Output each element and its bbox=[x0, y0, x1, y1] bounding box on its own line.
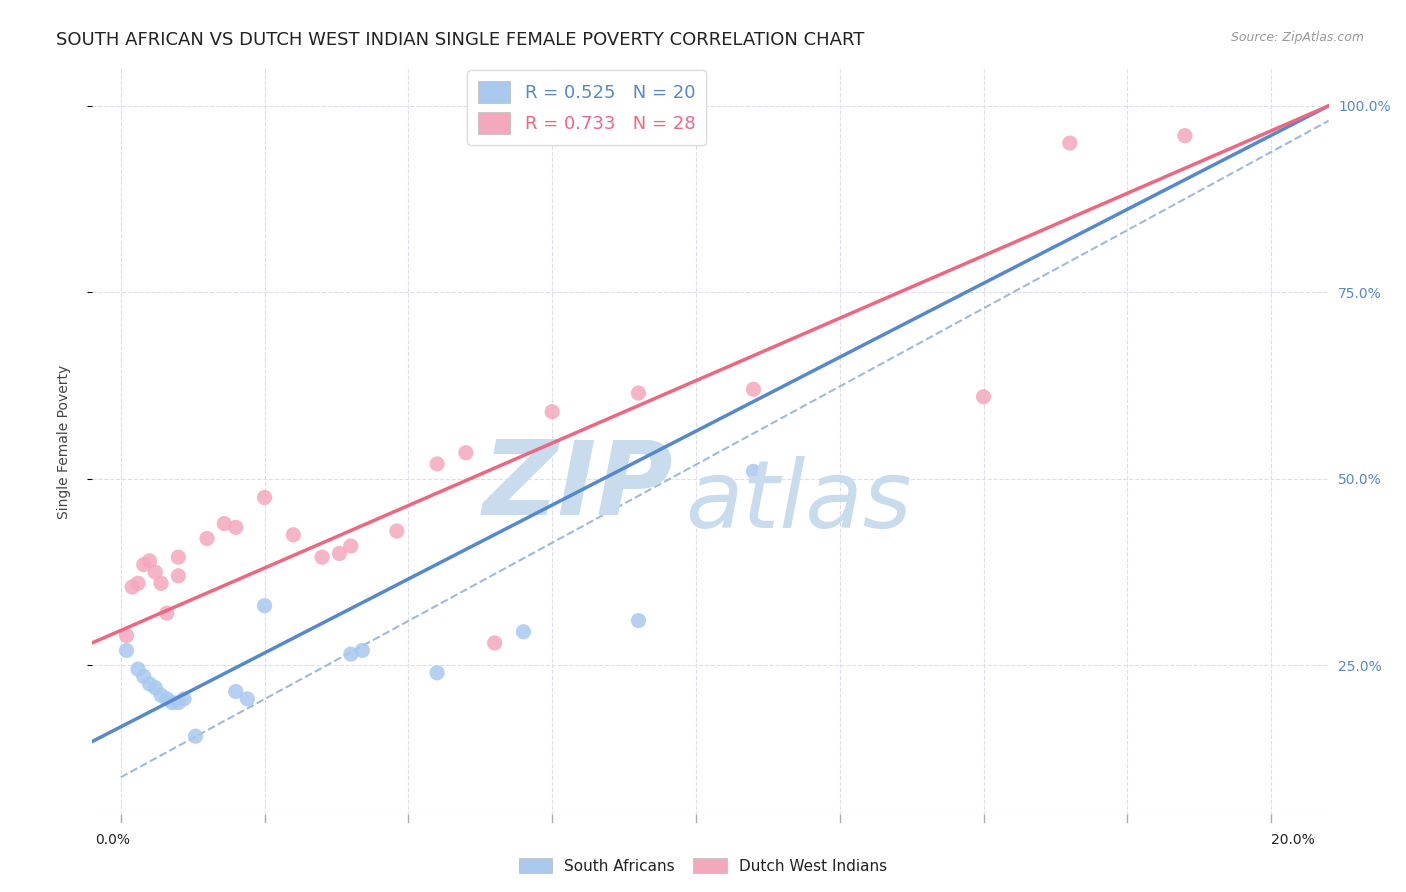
Point bbox=[328, 546, 350, 560]
Point bbox=[115, 628, 138, 642]
Point bbox=[454, 446, 477, 460]
Point bbox=[143, 681, 166, 695]
Point bbox=[132, 669, 155, 683]
Point bbox=[138, 677, 160, 691]
Point bbox=[385, 524, 408, 538]
Point bbox=[143, 565, 166, 579]
Point bbox=[742, 464, 765, 478]
Point bbox=[150, 688, 173, 702]
Point bbox=[167, 696, 190, 710]
Point bbox=[162, 696, 184, 710]
Legend: South Africans, Dutch West Indians: South Africans, Dutch West Indians bbox=[513, 852, 893, 880]
Point bbox=[225, 684, 247, 698]
Point bbox=[156, 606, 179, 620]
Point bbox=[283, 528, 305, 542]
Point bbox=[426, 665, 449, 680]
Text: Source: ZipAtlas.com: Source: ZipAtlas.com bbox=[1230, 31, 1364, 45]
Point bbox=[352, 643, 374, 657]
Point bbox=[236, 692, 259, 706]
Point bbox=[225, 520, 247, 534]
Point bbox=[512, 624, 534, 639]
Point bbox=[1174, 128, 1197, 143]
Point bbox=[627, 614, 650, 628]
Text: ZIP: ZIP bbox=[482, 436, 673, 537]
Point bbox=[253, 491, 276, 505]
Point bbox=[127, 662, 149, 676]
Point bbox=[132, 558, 155, 572]
Point bbox=[340, 647, 363, 661]
Point bbox=[167, 550, 190, 565]
Text: atlas: atlas bbox=[686, 456, 912, 547]
Point bbox=[742, 382, 765, 396]
Text: SOUTH AFRICAN VS DUTCH WEST INDIAN SINGLE FEMALE POVERTY CORRELATION CHART: SOUTH AFRICAN VS DUTCH WEST INDIAN SINGL… bbox=[56, 31, 865, 49]
Text: 0.0%: 0.0% bbox=[96, 833, 131, 847]
Point bbox=[214, 516, 236, 531]
Point bbox=[627, 386, 650, 401]
Point bbox=[115, 643, 138, 657]
Point bbox=[127, 576, 149, 591]
Point bbox=[167, 569, 190, 583]
Point bbox=[311, 550, 333, 565]
Legend: R = 0.525   N = 20, R = 0.733   N = 28: R = 0.525 N = 20, R = 0.733 N = 28 bbox=[467, 70, 706, 145]
Point bbox=[426, 457, 449, 471]
Point bbox=[1059, 136, 1081, 150]
Point bbox=[173, 692, 195, 706]
Point bbox=[340, 539, 363, 553]
Point bbox=[156, 692, 179, 706]
Point bbox=[541, 405, 564, 419]
Point bbox=[484, 636, 506, 650]
Point bbox=[195, 532, 218, 546]
Y-axis label: Single Female Poverty: Single Female Poverty bbox=[58, 365, 72, 518]
Point bbox=[973, 390, 995, 404]
Point bbox=[121, 580, 143, 594]
Point bbox=[253, 599, 276, 613]
Text: 20.0%: 20.0% bbox=[1271, 833, 1315, 847]
Point bbox=[150, 576, 173, 591]
Point bbox=[138, 554, 160, 568]
Point bbox=[184, 729, 207, 743]
